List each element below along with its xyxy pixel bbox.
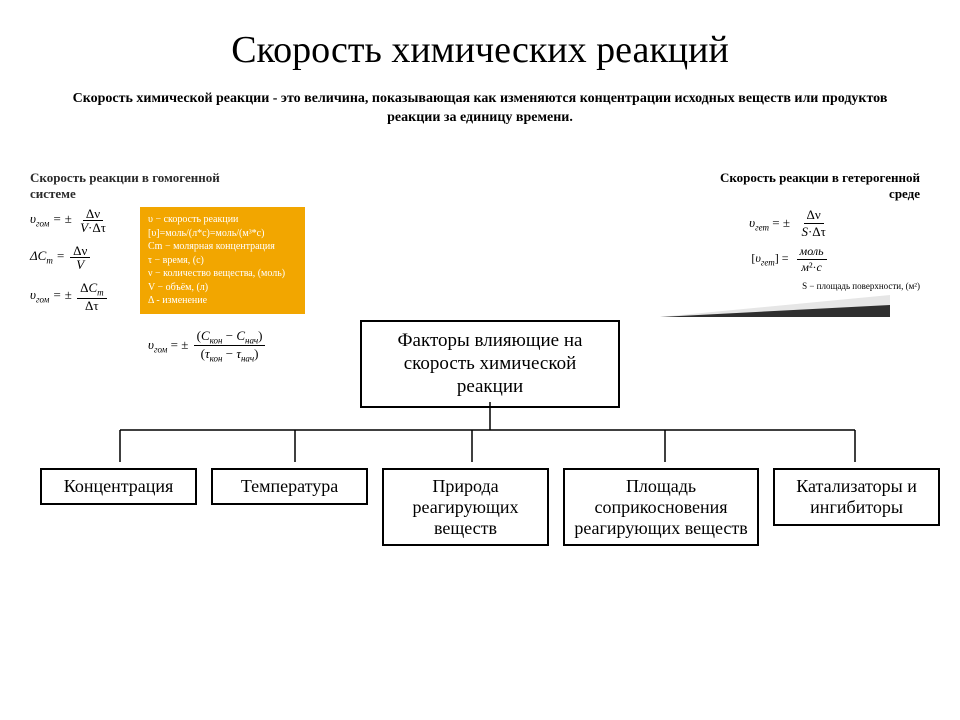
- legend-line-3: τ − время, (с): [148, 254, 297, 268]
- homogeneous-heading-l1: Скорость реакции в гомогенной: [30, 170, 220, 185]
- homogeneous-formulas: υгом = ± ΔνV·Δτ ΔCm = ΔνV υгом = ± ΔCmΔτ: [30, 207, 140, 322]
- child-temperature: Температура: [211, 468, 368, 505]
- wedge-icon: [660, 295, 890, 317]
- tree-children: Концентрация Температура Природа реагиру…: [40, 468, 940, 546]
- tree-root: Факторы влияющие на скорость химической …: [360, 320, 620, 408]
- heterogeneous-panel: Скорость реакции в гетерогенной среде υг…: [660, 170, 920, 322]
- legend-line-5: V − объём, (л): [148, 281, 297, 295]
- child-catalysts: Катализаторы и ингибиторы: [773, 468, 940, 525]
- heterogeneous-formula: υгет = ± ΔνS·Δτ: [660, 207, 920, 240]
- heterogeneous-note: S − площадь поверхности, (м²): [660, 281, 920, 291]
- legend-line-0: υ − скорость реакции: [148, 213, 297, 227]
- legend-box: υ − скорость реакции [υ]=моль/(л*с)=моль…: [140, 207, 305, 314]
- heterogeneous-heading-l2: среде: [889, 186, 920, 201]
- legend-line-2: Cm − молярная концентрация: [148, 240, 297, 254]
- homogeneous-heading-l2: системе: [30, 186, 76, 201]
- page-title: Скорость химических реакций: [0, 0, 960, 72]
- definition-text: Скорость химической реакции - это величи…: [0, 72, 960, 128]
- homogeneous-heading: Скорость реакции в гомогенной системе: [30, 170, 380, 201]
- legend-line-1: [υ]=моль/(л*с)=моль/(м³*с): [148, 227, 297, 241]
- formula-2: ΔCm = ΔνV: [30, 244, 140, 271]
- heterogeneous-unit: [υгет] = мольм²·с: [660, 244, 920, 275]
- heterogeneous-heading-l1: Скорость реакции в гетерогенной: [720, 170, 920, 185]
- tree-connectors: [40, 402, 940, 462]
- child-contact-area: Площадь соприкосновения реагирующих веще…: [563, 468, 759, 546]
- formula-1: υгом = ± ΔνV·Δτ: [30, 207, 140, 234]
- child-nature: Природа реагирующих веществ: [382, 468, 549, 546]
- heterogeneous-heading: Скорость реакции в гетерогенной среде: [660, 170, 920, 201]
- factors-tree: Факторы влияющие на скорость химической …: [40, 320, 940, 546]
- legend-line-6: Δ - изменение: [148, 294, 297, 308]
- child-concentration: Концентрация: [40, 468, 197, 505]
- legend-line-4: ν − количество вещества, (моль): [148, 267, 297, 281]
- formula-3: υгом = ± ΔCmΔτ: [30, 281, 140, 312]
